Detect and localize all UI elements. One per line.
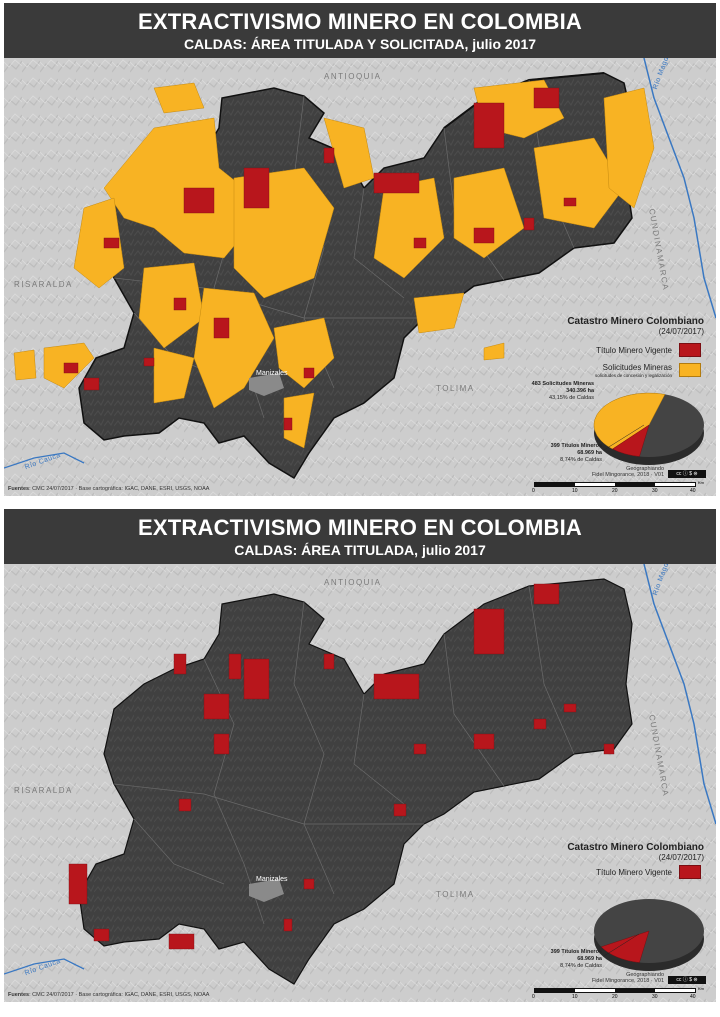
legend-solicitudes-swatch: [679, 363, 701, 377]
sources-footer: Fuentes: CMC 24/07/2017 · Base cartográf…: [8, 486, 210, 492]
legend-solicitudes-label: Solicitudes Mineras: [602, 363, 672, 372]
legend-solicitudes-sublabel: solicitudes de concesión y legalización: [594, 373, 672, 378]
pie-chart: [594, 899, 704, 971]
pie-label-titulos: 399 Títulos Mineros 68.969 ha 8,74% de C…: [550, 443, 602, 463]
label-manizales: Manizales: [256, 876, 288, 883]
rio-magdalena-line: [643, 564, 716, 825]
rio-magdalena-line: [643, 58, 716, 319]
scale-bar: 0 10 20 30 40 Km: [532, 480, 704, 494]
manizales-urban-area: [249, 879, 284, 902]
pie-slice-titulos: [612, 424, 650, 457]
pie-slice-solicitudes: [593, 392, 666, 450]
map-legend: Catastro Minero Colombiano (24/07/2017): [544, 842, 704, 862]
credit-text: Geographiando Fidel Mingorance, 2018 · V…: [591, 972, 664, 984]
map-subtitle: CALDAS: ÁREA TITULADA Y SOLICITADA, juli…: [183, 36, 537, 52]
solicitudes-mineras-areas: [13, 79, 655, 449]
legend-titulo-swatch: [679, 343, 701, 357]
map-header: EXTRACTIVISMO MINERO EN COLOMBIA CALDAS:…: [4, 509, 716, 564]
legend-titulo-label: Título Minero Vigente: [596, 346, 672, 355]
cc-license-badge: cc ⓘ $ ⊜: [668, 470, 706, 478]
titulos-mineros-areas: [68, 583, 615, 950]
map-panel-titulada: EXTRACTIVISMO MINERO EN COLOMBIA CALDAS:…: [4, 509, 716, 1002]
map-title: EXTRACTIVISMO MINERO EN COLOMBIA: [138, 515, 582, 540]
rio-cauca-line: [4, 452, 85, 469]
rio-cauca-line: [4, 958, 85, 975]
pie-chart: [593, 392, 704, 465]
legend-title: Catastro Minero Colombiano: [567, 316, 704, 327]
titulos-mineros-areas: [63, 87, 577, 431]
label-antioquia: ANTIOQUIA: [324, 578, 382, 587]
pie-slice-titulos: [600, 930, 650, 963]
map-header: EXTRACTIVISMO MINERO EN COLOMBIA CALDAS:…: [4, 3, 716, 58]
cc-license-badge: cc ⓘ $ ⊜: [668, 976, 706, 984]
map-legend: Catastro Minero Colombiano (24/07/2017): [544, 316, 704, 336]
legend-titulo-label: Título Minero Vigente: [596, 868, 672, 877]
map-area: ANTIOQUIA RISARALDA TOLIMA CUNDINAMARCA …: [4, 58, 716, 496]
credit-text: Geographiando Fidel Mingorance, 2018 · V…: [591, 466, 664, 478]
map-panel-titulada-solicitada: EXTRACTIVISMO MINERO EN COLOMBIA CALDAS:…: [4, 3, 716, 496]
pie-label-titulos: 399 Títulos Mineros 68.969 ha 8,74% de C…: [550, 949, 602, 969]
legend-titulo-swatch: [679, 865, 701, 879]
pie-label-solicitudes: 483 Solicitudes Mineras 340.396 ha 43,15…: [531, 381, 594, 401]
label-antioquia: ANTIOQUIA: [324, 72, 382, 81]
label-tolima: TOLIMA: [436, 890, 475, 899]
map-canvas: [4, 564, 716, 1002]
legend-date: (24/07/2017): [658, 853, 704, 862]
map-canvas: [4, 58, 716, 496]
label-tolima: TOLIMA: [436, 384, 475, 393]
manizales-urban-area: [249, 373, 284, 396]
map-title: EXTRACTIVISMO MINERO EN COLOMBIA: [138, 9, 582, 34]
legend-title: Catastro Minero Colombiano: [567, 842, 704, 853]
label-risaralda: RISARALDA: [14, 280, 73, 289]
caldas-department: [78, 578, 633, 985]
map-subtitle: CALDAS: ÁREA TITULADA, julio 2017: [234, 542, 486, 558]
legend-date: (24/07/2017): [658, 327, 704, 336]
sources-footer: Fuentes: CMC 24/07/2017 · Base cartográf…: [8, 992, 210, 998]
map-area: ANTIOQUIA RISARALDA TOLIMA CUNDINAMARCA …: [4, 564, 716, 1002]
scale-bar: 0 10 20 30 40 Km: [532, 986, 704, 1000]
label-risaralda: RISARALDA: [14, 786, 73, 795]
label-manizales: Manizales: [256, 370, 288, 377]
